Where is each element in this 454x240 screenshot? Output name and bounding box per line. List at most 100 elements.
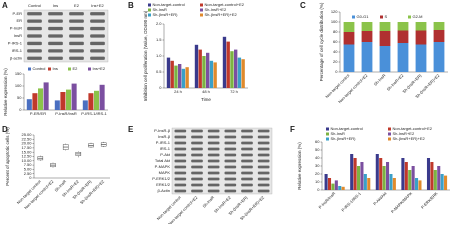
bar — [382, 166, 386, 190]
y-tick-label: 20 — [315, 171, 320, 176]
bar — [401, 158, 405, 190]
legend-swatch — [326, 127, 329, 131]
blot-band — [174, 135, 187, 139]
blot-band — [224, 129, 237, 133]
y-tick-label: 0 — [317, 187, 320, 192]
blot-band — [257, 171, 270, 175]
bar-segment — [415, 22, 427, 31]
bar — [379, 158, 383, 190]
blot-band — [257, 153, 270, 157]
bar — [66, 89, 72, 110]
blot-band — [90, 41, 105, 46]
blot-row-label: P-ER — [12, 11, 22, 16]
y-tick-label: 20.00 — [21, 141, 32, 146]
blot-band — [224, 189, 237, 193]
blot-band — [48, 26, 63, 31]
x-tick-label: P-ER/ER — [30, 111, 46, 116]
y-tick-label: 20 — [333, 59, 338, 64]
blot-band — [224, 171, 237, 175]
bar — [222, 36, 227, 88]
bar — [334, 180, 338, 190]
bar — [43, 82, 49, 110]
panel-letter: C — [300, 1, 306, 10]
blot-band — [207, 153, 220, 157]
blot-band — [27, 26, 42, 31]
blot-row-label: P-MAPK — [155, 164, 171, 169]
blot-band — [69, 12, 84, 16]
bar-segment — [397, 43, 409, 72]
blot-row-label: P-ERK1/2 — [152, 176, 171, 181]
blot-band — [207, 171, 220, 175]
blot-row-label: P-IRS-1 — [156, 140, 171, 145]
bar — [185, 67, 189, 88]
legend-swatch — [388, 132, 391, 136]
blot-band — [191, 165, 203, 169]
y-tick-label: 30 — [315, 163, 320, 168]
blot-band — [27, 56, 42, 60]
bar-segment — [397, 22, 409, 31]
blot-band — [224, 183, 237, 187]
blot-band — [191, 183, 203, 187]
blot-row-label: InsR — [14, 33, 22, 38]
legend-swatch — [48, 67, 51, 71]
blot-band — [191, 189, 203, 193]
bar — [88, 93, 94, 110]
x-tick-label: P-Akt/Akt — [372, 190, 388, 206]
x-tick-label: 72 h — [230, 89, 238, 94]
y-tick-label: 50 — [315, 147, 320, 152]
y-tick-label: 0 — [19, 107, 22, 112]
bar-segment — [379, 31, 391, 46]
blot-band — [174, 129, 187, 133]
y-tick-label: 12.50 — [21, 154, 32, 159]
blot-band — [207, 141, 220, 145]
y-tick-label: 22.50 — [21, 136, 32, 141]
blot-band — [241, 141, 253, 145]
legend-label: S — [385, 14, 388, 19]
blot-band — [69, 56, 84, 60]
blot-band — [257, 129, 270, 133]
x-tick-label: 48 h — [202, 89, 210, 94]
blot-band — [224, 165, 237, 169]
blot-band — [257, 135, 270, 139]
y-tick-label: 0 — [335, 69, 338, 74]
y-tick-label: 60 — [315, 139, 320, 144]
blot-band — [174, 147, 187, 151]
bar — [32, 93, 38, 110]
blot-band — [191, 159, 203, 163]
blot-band — [224, 147, 237, 151]
legend-label: Sh-InsR — [153, 7, 168, 12]
blot-band — [241, 153, 253, 157]
blot-band — [224, 159, 237, 163]
legend-swatch — [326, 132, 329, 136]
blot-column-label: Ins+E2 — [91, 3, 104, 8]
blot-row-label: P-IRS-1 — [8, 40, 23, 45]
legend-swatch — [408, 15, 411, 19]
y-tick-label: 7.50 — [24, 162, 33, 167]
blot-band — [257, 141, 270, 145]
y-tick-label: 1.0 — [156, 53, 162, 58]
blot-frame — [171, 127, 273, 195]
bar — [389, 174, 393, 190]
blot-band — [191, 171, 203, 175]
blot-band — [48, 19, 63, 23]
blot-row-label: IRS-1 — [160, 146, 171, 151]
y-tick-label: 150 — [15, 71, 22, 76]
blot-band — [257, 183, 270, 187]
x-tick-label: P-InsR/InsR — [55, 111, 77, 116]
blot-band — [174, 183, 187, 187]
y-tick-label: 100 — [15, 83, 22, 88]
bar — [392, 178, 396, 190]
blot-row-label: P-InsR — [10, 26, 22, 31]
bar — [206, 52, 210, 88]
legend-label: Non-target-control+E2 — [393, 126, 433, 131]
x-tick-label: P-IRS-1/IRS-1 — [340, 190, 362, 212]
blot-row-label: IRS-1 — [12, 48, 23, 53]
bar — [194, 44, 199, 88]
bar — [411, 166, 415, 190]
blot-band — [48, 56, 63, 60]
panel-letter: B — [128, 1, 134, 10]
blot-band — [90, 56, 105, 60]
bar — [440, 174, 444, 190]
bar — [404, 162, 408, 190]
y-axis-label: Relative expression (%) — [297, 142, 302, 190]
